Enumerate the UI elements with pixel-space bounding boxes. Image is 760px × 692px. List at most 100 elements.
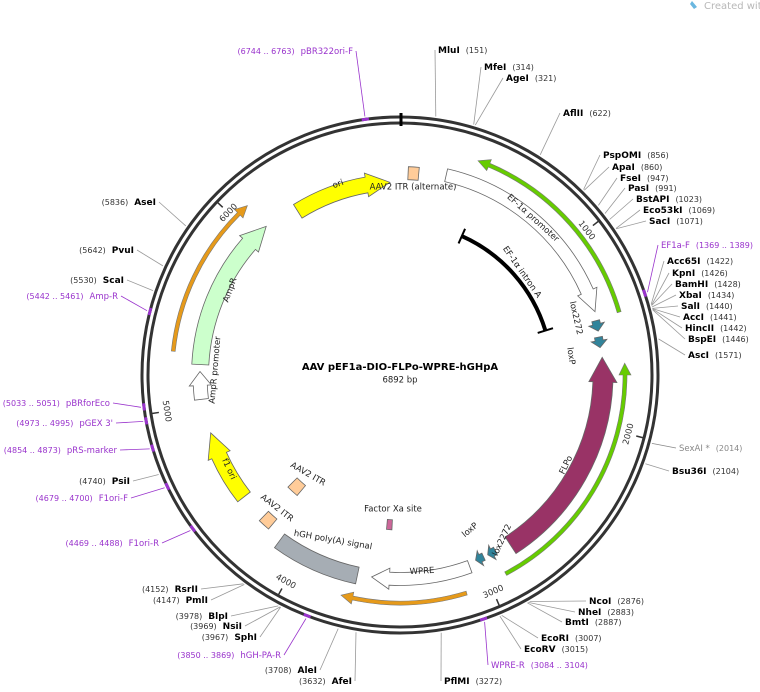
site-label: (5836)AseI [102, 198, 156, 208]
tick-mark [218, 203, 223, 208]
site-position: (1422) [707, 257, 734, 266]
site-label: FseI(947) [620, 174, 668, 184]
site-name: ApaI [612, 163, 635, 173]
site-leader [540, 113, 560, 155]
site-name: Amp-R [90, 292, 119, 302]
site-label: NcoI(2876) [589, 597, 644, 607]
site-position: (3632) [299, 677, 326, 686]
site-label: (4152)RsrII [142, 585, 198, 595]
primer-mark [191, 526, 195, 532]
site-name: pBRforEco [66, 399, 110, 409]
site-label: PspOMI (856) [603, 151, 669, 161]
site-name: pRS-marker [67, 446, 118, 456]
site-position: (5033 .. 5051) [3, 399, 60, 408]
site-name: WPRE-R [491, 661, 525, 671]
site-position: (860) [641, 163, 663, 172]
site-label: (3708)AleI [265, 666, 317, 676]
tick-label: 3000 [482, 583, 506, 601]
site-leader [116, 421, 143, 423]
site-leader [231, 606, 278, 616]
site-label: (3967)SphI [202, 633, 257, 643]
site-position: (1069) [689, 206, 716, 215]
feature-arrow [259, 511, 277, 529]
site-name: RsrII [175, 585, 198, 595]
site-position: (2104) [713, 467, 740, 476]
site-name: BamHI [675, 280, 708, 290]
site-label: HincII(1442) [685, 324, 747, 334]
site-position: (991) [655, 184, 677, 193]
site-label: Bsu36I (2104) [672, 467, 739, 477]
site-label: BmtI(2887) [565, 618, 622, 628]
site-name: AscI [688, 351, 709, 361]
site-leader [121, 296, 147, 311]
site-leader [245, 607, 280, 626]
site-position: (947) [647, 174, 669, 183]
primer-mark [304, 614, 311, 617]
site-label: BspEI(1446) [688, 335, 749, 345]
site-name: NcoI [589, 597, 611, 607]
site-position: (1428) [714, 280, 741, 289]
feature-arrow [589, 320, 605, 331]
feature-arrow [408, 167, 420, 181]
credit: Created with SnapGene® [704, 1, 760, 12]
site-position: (2887) [595, 618, 622, 627]
site-label: SalI(1440) [681, 302, 733, 312]
site-name: Bsu36I [672, 467, 707, 477]
site-position: (1023) [675, 195, 702, 204]
site-leader [284, 619, 306, 656]
site-label: (6744 .. 6763)pBR322ori-F [237, 47, 353, 57]
site-leader [652, 306, 678, 308]
primer-mark [149, 308, 151, 315]
site-label: SexAI *(2014) [679, 444, 742, 454]
primer-mark [152, 445, 154, 452]
site-name: PasI [628, 184, 649, 194]
site-leader [127, 280, 153, 291]
site-name: AccI [683, 313, 704, 323]
site-position: (151) [466, 46, 488, 55]
feature-label: loxP [460, 521, 480, 540]
tick-mark [496, 599, 499, 605]
site-leader [475, 78, 503, 125]
site-position: (6744 .. 6763) [237, 47, 294, 56]
site-name: BspEI [688, 335, 716, 345]
site-name: ScaI [103, 276, 124, 286]
site-position: (3850 .. 3869) [177, 651, 234, 660]
site-label: AccI(1441) [683, 313, 737, 323]
site-label: (3969)NsiI [190, 622, 242, 632]
site-position: (5442 .. 5461) [26, 292, 83, 301]
site-position: (3969) [190, 622, 217, 631]
site-leader [435, 50, 436, 117]
site-leader [137, 250, 163, 266]
site-name: AgeI [506, 74, 529, 84]
tick-label: 2000 [621, 422, 636, 445]
feature-region [341, 591, 467, 605]
site-position: (4973 .. 4995) [16, 419, 73, 428]
site-name: pGEX 3' [79, 419, 113, 429]
site-name: PspOMI [603, 151, 641, 161]
site-label: BstAPI(1023) [636, 195, 702, 205]
site-leader [133, 475, 159, 482]
site-leader [162, 531, 190, 544]
feature-arrow [591, 336, 607, 347]
site-name: NheI [578, 608, 601, 618]
tick-mark [593, 221, 599, 225]
feature-label: lox2272 [567, 300, 584, 335]
site-name: PflMI [444, 677, 470, 687]
site-leader [355, 632, 356, 681]
site-leader [356, 51, 365, 116]
site-name: AfeI [332, 677, 352, 687]
site-position: (856) [647, 151, 669, 160]
feature-arrow [505, 357, 617, 553]
feature-arrow [476, 551, 486, 566]
site-label: (5642)PvuI [79, 246, 134, 256]
site-label: EcoRI(3007) [541, 634, 602, 644]
site-position: (622) [589, 109, 611, 118]
site-position: (3007) [575, 634, 602, 643]
site-label: AgeI(321) [506, 74, 556, 84]
site-label: KpnI(1426) [672, 269, 728, 279]
primer-mark [144, 403, 145, 410]
site-label: SacI(1071) [649, 217, 703, 227]
site-position: (5530) [70, 276, 97, 285]
tick-mark [152, 412, 159, 413]
site-label: (3850 .. 3869)hGH-PA-R [177, 651, 281, 661]
